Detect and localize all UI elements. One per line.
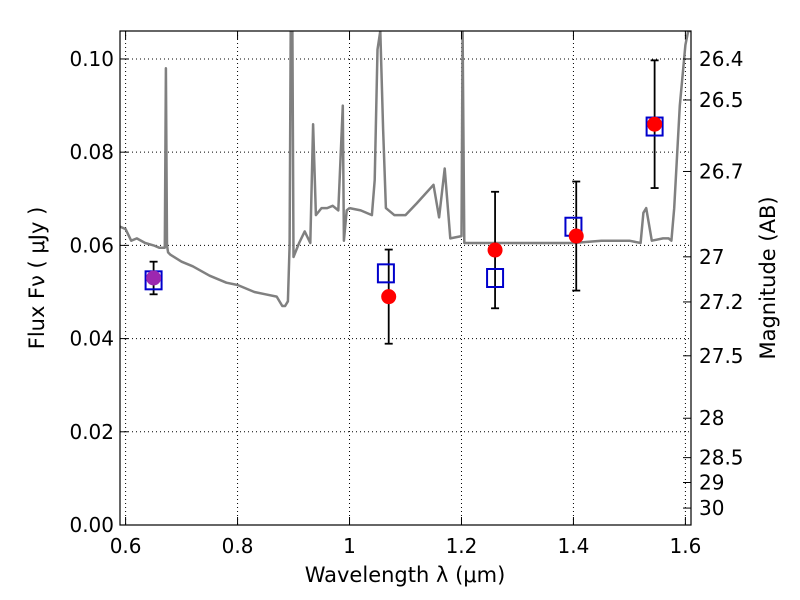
observed-flux-marker (568, 228, 584, 244)
y2-axis-label: Magnitude (AB) (756, 196, 780, 359)
x-tick-label: 1.6 (669, 534, 701, 558)
observed-flux-marker (487, 242, 503, 258)
x-tick-label: 0.8 (222, 534, 254, 558)
y-axis-label: Flux Fν ( μJy ) (25, 207, 49, 350)
y-tick-label: 0.06 (69, 233, 114, 257)
x-tick-label: 1.4 (558, 534, 590, 558)
plot-frame (119, 30, 692, 526)
y-tick-label: 0.08 (69, 140, 114, 164)
y2-tick-label: 26.7 (699, 159, 744, 183)
observed-flux-marker (381, 289, 397, 305)
observed-flux-marker (647, 116, 663, 132)
y2-tick-label: 27.5 (699, 344, 744, 368)
y-axis-ticks: 0.00 0.02 0.04 0.06 0.08 0.10 (69, 47, 128, 537)
y2-tick-label: 28.5 (699, 446, 744, 470)
y2-tick-label: 27 (699, 245, 724, 269)
y-tick-label: 0.10 (69, 47, 114, 71)
y2-tick-label: 28 (699, 406, 724, 430)
y2-tick-label: 27.2 (699, 290, 744, 314)
y-tick-label: 0.02 (69, 420, 114, 444)
y2-tick-label: 29 (699, 470, 724, 494)
data-markers (144, 116, 664, 305)
spectrum-series (120, 31, 691, 308)
spectrum-line (120, 31, 691, 308)
y2-tick-label: 26.4 (699, 47, 744, 71)
x-axis-ticks: 0.6 0.8 1 1.2 1.4 1.6 (110, 31, 701, 558)
y2-tick-label: 30 (699, 496, 724, 520)
x-tick-label: 0.6 (110, 534, 142, 558)
x-tick-label: 1.2 (446, 534, 478, 558)
y2-tick-label: 26.5 (699, 88, 744, 112)
model-square-marker (376, 263, 395, 284)
y-tick-label: 0.00 (69, 513, 114, 537)
model-square-marker (486, 268, 505, 288)
observed-flux-marker (146, 270, 162, 286)
x-axis-label: Wavelength λ (μm) (305, 563, 506, 587)
x-tick-label: 1 (343, 534, 356, 558)
y-tick-label: 0.04 (69, 327, 114, 351)
